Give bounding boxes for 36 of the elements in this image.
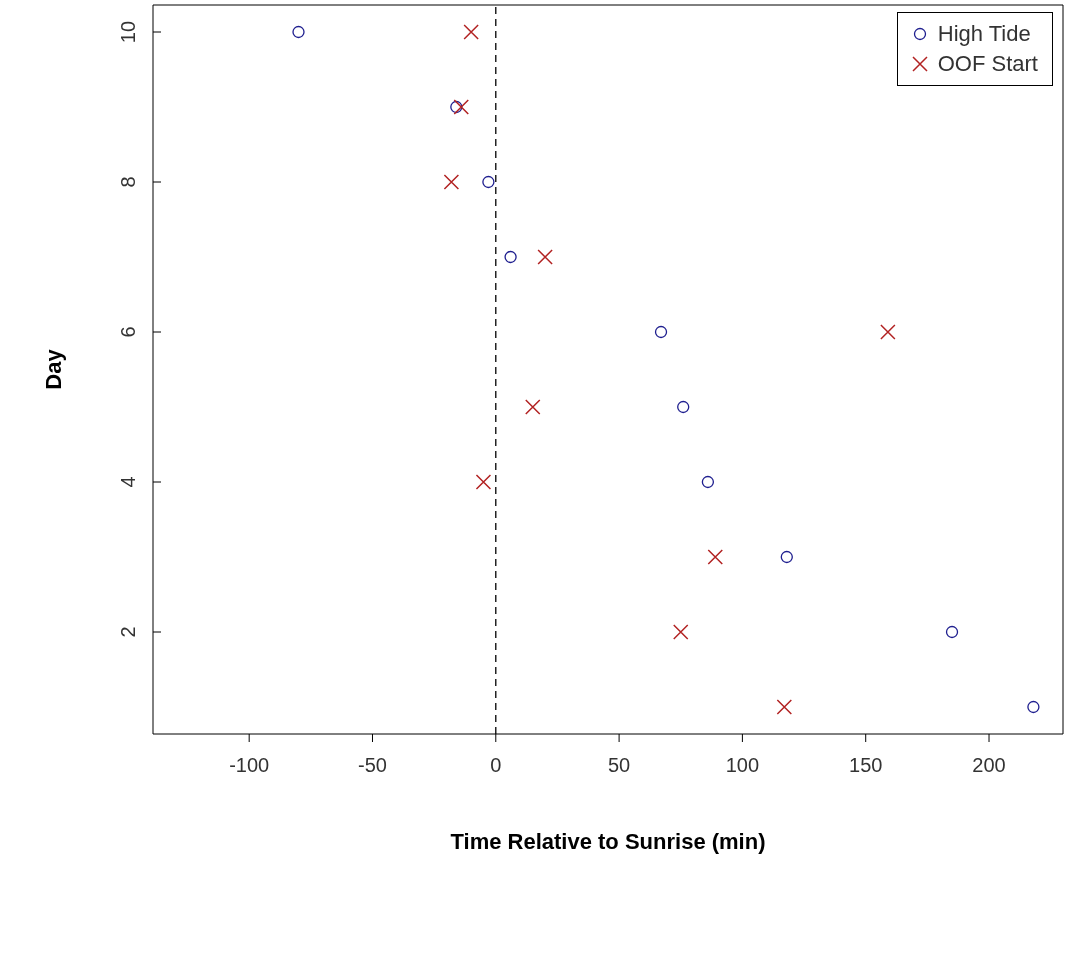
- x-tick-label: 150: [849, 754, 883, 777]
- point: [707, 549, 724, 565]
- x-axis-title: Time Relative to Sunrise (min): [450, 829, 766, 854]
- point: [292, 25, 305, 39]
- point: [677, 400, 690, 414]
- legend-label: OOF Start: [937, 51, 1038, 77]
- point: [880, 324, 896, 340]
- x-tick-label: 100: [725, 754, 760, 777]
- point: [776, 699, 793, 715]
- point: [780, 550, 793, 564]
- y-tick-label: 6: [117, 326, 139, 338]
- y-tick-label: 2: [117, 626, 139, 638]
- y-tick-label: 8: [117, 176, 139, 188]
- point: [450, 100, 463, 114]
- point: [673, 624, 689, 640]
- x-tick-label: -50: [358, 754, 387, 777]
- legend-label: High Tide: [937, 21, 1031, 47]
- x-tick-label: 50: [607, 754, 631, 777]
- point: [654, 325, 668, 339]
- point: [475, 474, 492, 490]
- y-tick-label: 4: [117, 476, 139, 488]
- point: [1027, 700, 1040, 714]
- x-tick-label: 0: [490, 754, 502, 777]
- point: [945, 625, 959, 639]
- point: [504, 250, 517, 264]
- y-tick-label: 10: [117, 20, 139, 44]
- point: [453, 99, 470, 115]
- point: [701, 475, 715, 489]
- y-axis-title: Day: [40, 348, 66, 390]
- point: [463, 24, 479, 40]
- x-tick-label: -100: [229, 754, 270, 777]
- point: [525, 399, 541, 415]
- point: [443, 174, 460, 190]
- point: [482, 175, 495, 189]
- x-tick-label: 200: [972, 754, 1006, 777]
- point: [537, 249, 553, 265]
